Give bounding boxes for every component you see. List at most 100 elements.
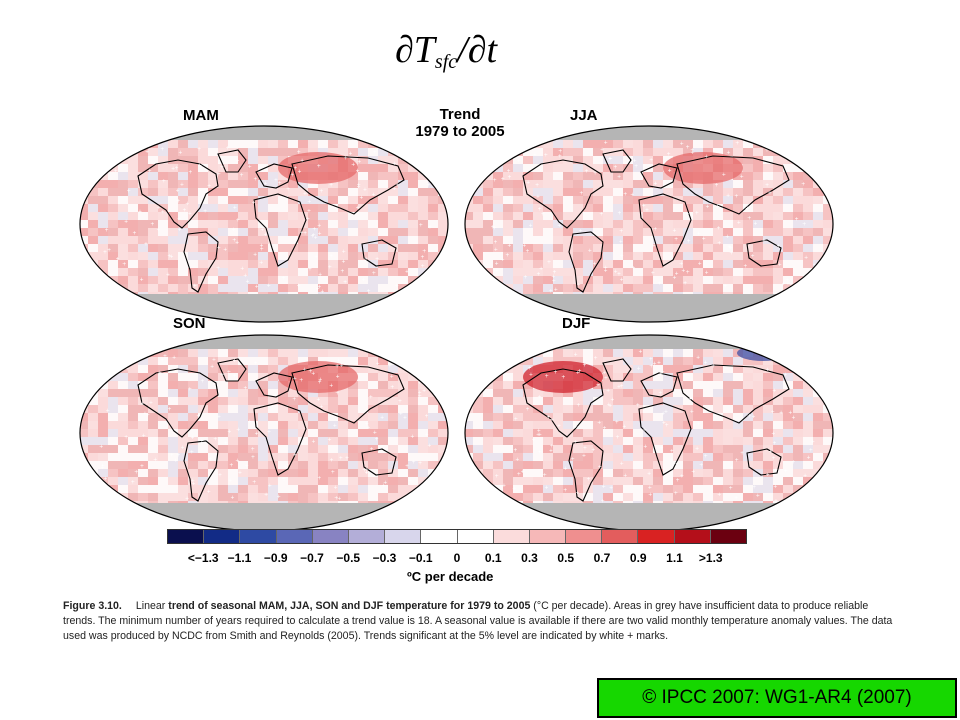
colorbar-swatch (276, 530, 313, 543)
svg-text:+: + (162, 178, 166, 184)
svg-text:+: + (259, 243, 263, 249)
colorbar-tick-label: 1.1 (666, 551, 683, 565)
svg-text:+: + (584, 169, 588, 175)
svg-text:+: + (335, 391, 339, 397)
svg-text:+: + (348, 151, 352, 157)
svg-text:+: + (180, 445, 184, 451)
svg-text:+: + (751, 254, 755, 260)
colorbar-tick-label: 0.9 (629, 551, 647, 565)
svg-text:+: + (802, 221, 806, 227)
svg-text:+: + (182, 208, 186, 214)
svg-text:+: + (253, 177, 257, 183)
svg-text:+: + (735, 140, 739, 146)
svg-text:+: + (357, 159, 361, 165)
svg-text:+: + (493, 178, 497, 184)
svg-text:+: + (263, 232, 267, 238)
svg-text:+: + (575, 490, 579, 496)
figure-title: ∂Tsfc/∂t (395, 29, 498, 73)
svg-text:+: + (786, 281, 790, 287)
svg-text:+: + (375, 256, 379, 262)
svg-text:+: + (619, 239, 623, 245)
svg-text:+: + (176, 188, 180, 194)
svg-text:+: + (610, 397, 614, 403)
colorbar-swatch (240, 530, 277, 543)
svg-text:+: + (160, 357, 164, 363)
svg-text:+: + (573, 440, 577, 446)
svg-text:+: + (734, 193, 738, 199)
svg-text:+: + (735, 457, 739, 463)
svg-text:+: + (490, 368, 494, 374)
svg-text:+: + (778, 262, 782, 268)
svg-text:+: + (561, 375, 565, 381)
trend-label: Trend 1979 to 2005 (415, 106, 505, 140)
svg-text:+: + (264, 492, 268, 498)
svg-text:+: + (661, 411, 665, 417)
svg-text:+: + (500, 157, 504, 163)
svg-text:+: + (317, 284, 321, 290)
svg-text:+: + (399, 411, 403, 417)
svg-text:+: + (339, 455, 343, 461)
svg-text:+: + (528, 365, 532, 371)
svg-text:+: + (418, 461, 422, 467)
svg-text:+: + (248, 164, 252, 170)
svg-text:+: + (104, 227, 108, 233)
svg-text:+: + (669, 457, 673, 463)
svg-text:+: + (255, 284, 259, 290)
svg-text:+: + (369, 446, 373, 452)
svg-text:+: + (608, 403, 612, 409)
svg-text:+: + (314, 235, 318, 241)
svg-text:+: + (227, 369, 231, 375)
svg-text:+: + (751, 414, 755, 420)
svg-text:+: + (383, 480, 387, 486)
svg-text:+: + (251, 446, 255, 452)
svg-text:+: + (175, 165, 179, 171)
svg-text:+: + (557, 423, 561, 429)
svg-text:+: + (604, 265, 608, 271)
svg-text:+: + (408, 478, 412, 484)
colorbar-swatch (602, 530, 639, 543)
svg-text:+: + (188, 386, 192, 392)
svg-text:+: + (248, 419, 252, 425)
colorbar-tick-label: −0.9 (263, 551, 288, 565)
svg-text:+: + (376, 361, 380, 367)
svg-text:+: + (101, 463, 105, 469)
svg-text:+: + (307, 208, 311, 214)
svg-text:+: + (251, 454, 255, 460)
svg-text:+: + (278, 180, 282, 186)
svg-text:+: + (176, 198, 180, 204)
svg-text:+: + (686, 144, 690, 150)
svg-text:+: + (290, 172, 294, 178)
svg-text:+: + (312, 227, 316, 233)
svg-text:+: + (374, 436, 378, 442)
svg-text:+: + (515, 457, 519, 463)
svg-text:+: + (356, 168, 360, 174)
colorbar-swatch (421, 530, 458, 543)
svg-text:+: + (417, 390, 421, 396)
colorbar-tick-label: >1.3 (698, 551, 723, 565)
svg-text:+: + (537, 394, 541, 400)
colorbar-tick-label: 0.5 (557, 551, 575, 565)
svg-text:+: + (648, 485, 652, 491)
svg-text:+: + (125, 367, 129, 373)
svg-text:+: + (340, 268, 344, 274)
svg-text:+: + (293, 452, 297, 458)
svg-text:+: + (243, 385, 247, 391)
svg-text:+: + (791, 415, 795, 421)
svg-text:+: + (620, 384, 624, 390)
svg-text:+: + (514, 417, 518, 423)
svg-text:+: + (743, 263, 747, 269)
svg-text:+: + (521, 469, 525, 475)
svg-text:+: + (501, 177, 505, 183)
svg-text:+: + (430, 483, 434, 489)
svg-text:+: + (397, 147, 401, 153)
svg-text:+: + (576, 403, 580, 409)
svg-text:+: + (240, 173, 244, 179)
svg-text:+: + (274, 178, 278, 184)
svg-text:+: + (329, 253, 333, 259)
svg-text:+: + (617, 210, 621, 216)
svg-text:+: + (774, 498, 778, 504)
colorbar-tick-label: −0.3 (372, 551, 397, 565)
svg-text:+: + (539, 167, 543, 173)
svg-text:+: + (674, 236, 678, 242)
svg-text:+: + (116, 256, 120, 262)
